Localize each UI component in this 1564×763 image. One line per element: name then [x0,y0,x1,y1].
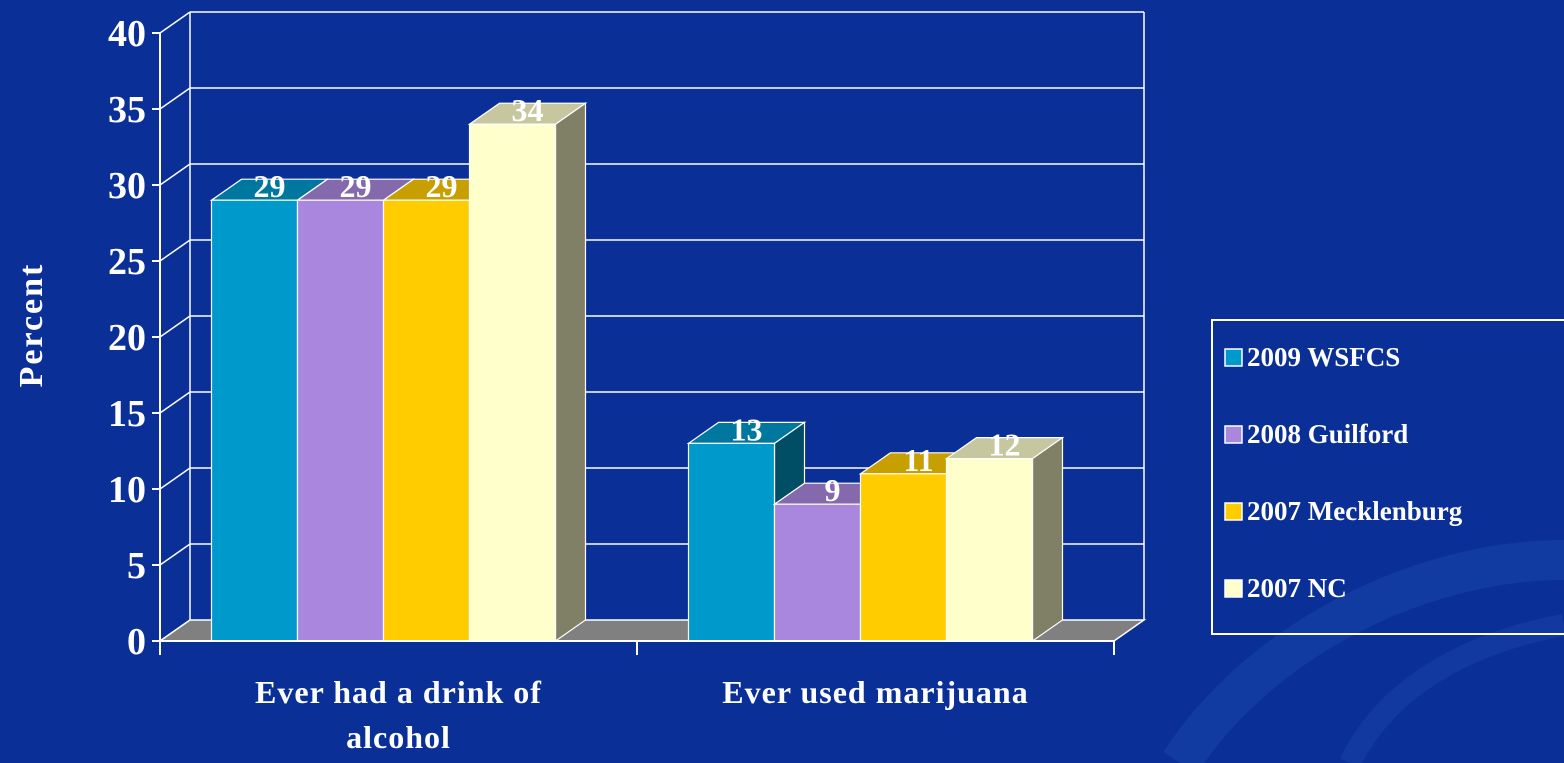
data-label: 9 [825,472,841,508]
legend-swatch [1224,348,1243,367]
gridline-side [159,543,191,566]
bar [859,473,948,642]
data-label: 34 [512,92,544,128]
chart-bars [209,102,1065,643]
data-label: 11 [903,442,933,478]
bar [210,199,299,642]
y-tick-label: 30 [108,165,146,207]
legend-swatch [1224,425,1243,444]
gridline-side [159,163,191,186]
legend-box [1211,319,1564,635]
y-tick-label: 35 [108,89,146,131]
legend-label: 2009 WSFCS [1247,342,1400,372]
bar [382,199,471,642]
legend-swatch [1224,579,1243,598]
data-label: 13 [731,411,763,447]
y-tick-label: 40 [108,13,146,55]
legend-label: 2007 NC [1247,573,1347,603]
x-category-label: Ever used marijuana [722,674,1028,710]
data-labels: 29 29 29 34 13 9 11 12 [254,92,1021,508]
gridline-side [159,239,191,262]
legend: 2009 WSFCS 2008 Guilford 2007 Mecklenburg 2… [1211,319,1564,635]
y-tick-label: 10 [108,469,146,511]
bar [945,458,1034,642]
gridline-side [159,315,191,338]
bar-side [554,102,587,643]
x-category-label: Ever had a drink of alcohol [255,674,542,755]
bar-side [1031,436,1064,643]
y-tick-label: 20 [108,317,146,359]
data-label: 29 [254,168,286,204]
bar [773,503,862,642]
gridline-side [159,87,191,110]
background-swirl [1163,540,1564,763]
data-label: 29 [340,168,372,204]
gridline-side [159,391,191,414]
gridline-side [159,11,191,34]
y-axis-title: Percent [13,263,50,388]
bar [296,199,385,642]
legend-swatch [1224,502,1243,521]
legend-label: 2008 Guilford [1247,419,1408,449]
data-label: 12 [989,427,1021,463]
y-tick-label: 25 [108,241,146,283]
y-axis: 0 5 10 15 20 25 30 35 40 [108,13,161,663]
data-label: 29 [426,168,458,204]
bar [468,123,557,642]
gridline-side [159,467,191,490]
y-tick-label: 5 [127,545,146,587]
y-tick-label: 0 [127,621,146,663]
bar [687,442,776,642]
y-tick-label: 15 [108,393,146,435]
legend-label: 2007 Mecklenburg [1247,496,1463,526]
x-axis: Ever had a drink of alcohol Ever used mari… [159,640,1115,755]
